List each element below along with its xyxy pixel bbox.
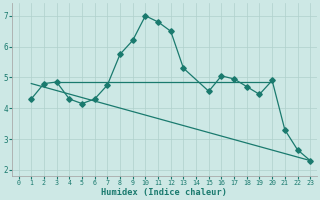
X-axis label: Humidex (Indice chaleur): Humidex (Indice chaleur)	[101, 188, 228, 197]
